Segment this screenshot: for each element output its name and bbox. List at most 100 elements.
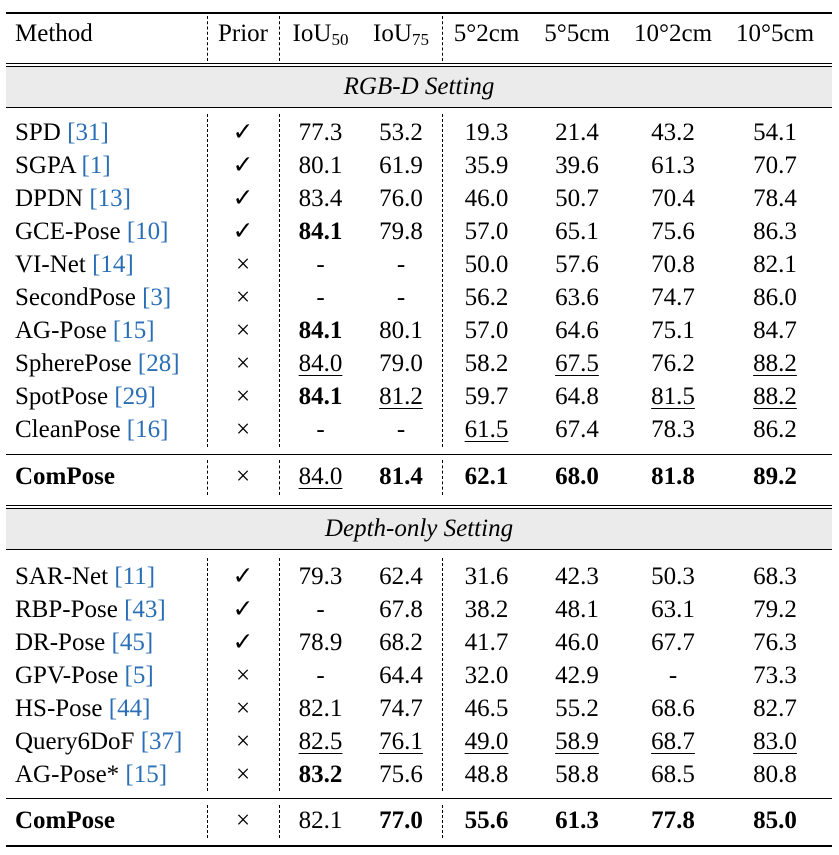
metric-cell: 67.7 — [623, 626, 723, 659]
metric-value: 46.5 — [464, 695, 509, 722]
metric-value: 80.8 — [753, 761, 797, 788]
method-label: SpherePose — [15, 350, 138, 377]
citation-link[interactable]: [10] — [126, 218, 169, 245]
method-name: AG-Pose [15] — [15, 314, 205, 347]
metric-cell: 80.1 — [283, 149, 358, 182]
metric-cell: 81.4 — [362, 460, 440, 493]
metric-cell: 61.5 — [444, 413, 529, 446]
metric-cell: 46.0 — [444, 182, 529, 215]
header-vline-1 — [207, 16, 209, 61]
citation-link[interactable]: [28] — [137, 350, 180, 377]
metric-cell: 86.3 — [723, 215, 827, 248]
method-label: Query6DoF — [15, 728, 141, 755]
header-5deg2cm: 5°2cm — [453, 20, 520, 47]
metric-value: 78.9 — [298, 629, 343, 656]
metric-value: 83.0 — [753, 728, 797, 755]
citation-link[interactable]: [3] — [142, 284, 172, 311]
method-label: SGPA — [15, 152, 82, 179]
metric-cell: 53.2 — [362, 116, 440, 149]
method-name: GCE-Pose [10] — [15, 215, 205, 248]
metric-cell: 75.1 — [623, 314, 723, 347]
citation-link[interactable]: [16] — [126, 416, 169, 443]
metric-value: 68.6 — [651, 695, 695, 722]
metric-value: 67.8 — [379, 596, 423, 623]
method-label: VI-Net — [15, 251, 93, 278]
citation-link[interactable]: [15] — [125, 761, 168, 788]
citation-link[interactable]: [44] — [108, 695, 151, 722]
metric-cell: 61.3 — [531, 804, 623, 837]
prior-cross: × — [235, 383, 251, 410]
metric-value: - — [668, 662, 678, 689]
metric-value: 68.5 — [651, 761, 695, 788]
citation-link[interactable]: [14] — [92, 251, 134, 278]
metric-value: 39.6 — [555, 152, 599, 179]
citation-link[interactable]: [5] — [124, 662, 154, 689]
bottom-rule — [6, 845, 832, 847]
citation-link[interactable]: [45] — [111, 629, 154, 656]
metric-value: 55.2 — [555, 695, 599, 722]
section-title-depth: Depth-only Setting — [324, 515, 514, 542]
method-name: SpherePose [28] — [15, 347, 205, 380]
metric-cell: 77.8 — [623, 804, 723, 837]
metric-cell: 46.0 — [531, 626, 623, 659]
citation-link[interactable]: [37] — [140, 728, 183, 755]
metric-cell: 64.6 — [531, 314, 623, 347]
method-label: GCE-Pose — [15, 218, 127, 245]
metric-cell: 49.0 — [444, 725, 529, 758]
method-label: SpotPose — [15, 383, 115, 410]
metric-value: 19.3 — [464, 119, 509, 146]
metric-cell: 80.1 — [362, 314, 440, 347]
metric-value: 61.3 — [555, 807, 599, 834]
metric-value: 48.1 — [555, 596, 599, 623]
method-name: SGPA [1] — [15, 149, 205, 182]
prior-check: ✓ — [232, 218, 254, 245]
citation-link[interactable]: [29] — [114, 383, 156, 410]
citation-link[interactable]: [11] — [114, 563, 156, 590]
metric-value: 67.7 — [651, 629, 695, 656]
metric-value: 53.2 — [379, 119, 423, 146]
metric-value: - — [316, 284, 325, 311]
top-rule — [6, 12, 832, 14]
metric-cell: - — [362, 281, 440, 314]
metric-value: - — [316, 251, 325, 278]
metric-value: 67.4 — [555, 416, 599, 443]
header-10deg5cm: 10°5cm — [735, 20, 815, 47]
header-rule-2 — [6, 66, 832, 67]
method-label: RBP-Pose — [15, 596, 125, 623]
header-iou50: IoU50 — [292, 20, 349, 49]
citation-link[interactable]: [31] — [67, 119, 109, 146]
metric-value: 38.2 — [464, 596, 509, 623]
metric-cell: 81.8 — [623, 460, 723, 493]
prior-cross: × — [235, 695, 251, 722]
metric-cell: 76.0 — [362, 182, 440, 215]
metric-value: 42.9 — [555, 662, 599, 689]
method-name: AG-Pose* [15] — [15, 758, 205, 791]
method-label: CleanPose — [15, 416, 127, 443]
method-name: DPDN [13] — [15, 182, 205, 215]
metric-value: 74.7 — [379, 695, 423, 722]
metric-cell: 70.7 — [723, 149, 827, 182]
metric-cell: 39.6 — [531, 149, 623, 182]
metric-cell: 57.6 — [531, 248, 623, 281]
metric-value: 78.3 — [651, 416, 695, 443]
citation-link[interactable]: [15] — [112, 317, 155, 344]
citation-link[interactable]: [43] — [124, 596, 166, 623]
metric-cell: 76.3 — [723, 626, 827, 659]
metric-value: 80.1 — [379, 317, 423, 344]
metric-cell: 21.4 — [531, 116, 623, 149]
method-label: GPV-Pose — [15, 662, 125, 689]
metric-value: 78.4 — [753, 185, 797, 212]
citation-link[interactable]: [1] — [81, 152, 111, 179]
metric-cell: 50.7 — [531, 182, 623, 215]
metric-value: 82.1 — [298, 807, 343, 834]
metric-cell: 86.0 — [723, 281, 827, 314]
metric-cell: 78.4 — [723, 182, 827, 215]
section-vline-2 — [442, 114, 444, 447]
metric-cell: - — [283, 281, 358, 314]
metric-cell: 78.9 — [283, 626, 358, 659]
metric-cell: 89.2 — [723, 460, 827, 493]
metric-cell: 61.9 — [362, 149, 440, 182]
metric-cell: 86.2 — [723, 413, 827, 446]
citation-link[interactable]: [13] — [89, 185, 131, 212]
